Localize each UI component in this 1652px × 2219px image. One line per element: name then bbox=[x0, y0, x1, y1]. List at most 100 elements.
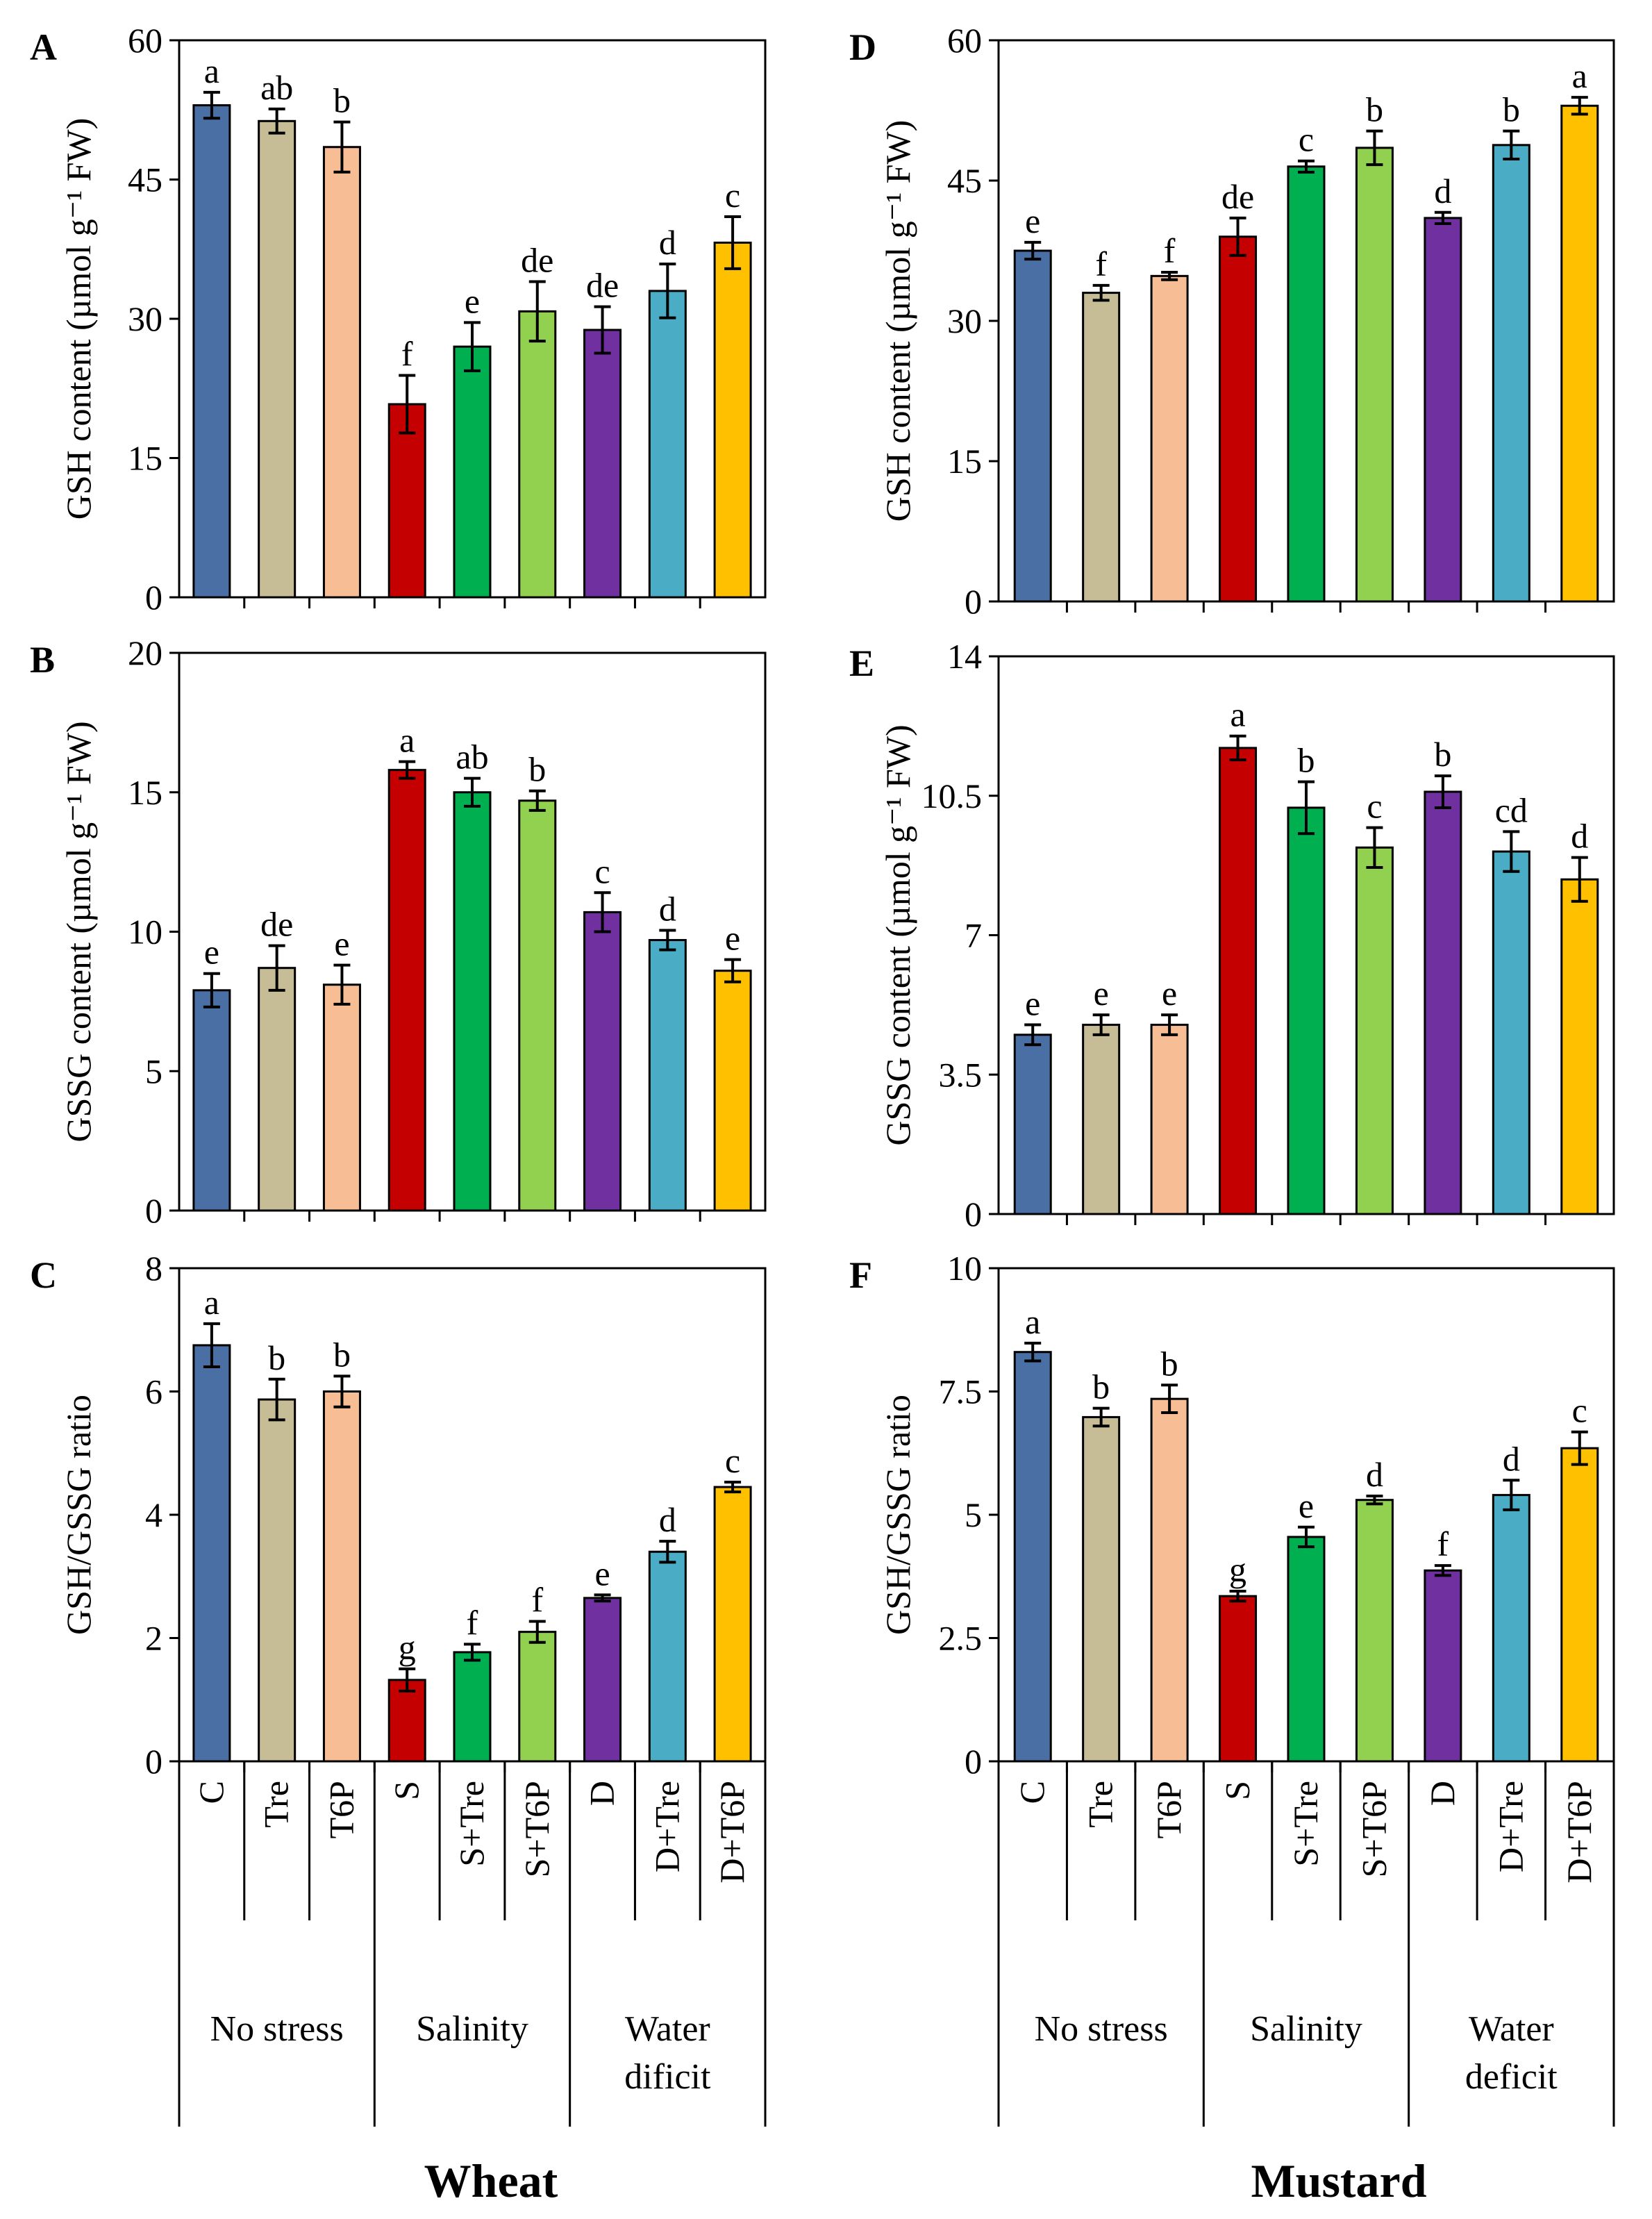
bar-s-t6p bbox=[1355, 846, 1394, 1215]
significance-letter: b bbox=[1161, 1344, 1178, 1383]
chart-panel-f: 0 2.5 5 7.5 10 a b b g e d f d c GSH/GSSG ratio F bbox=[849, 1249, 1615, 1781]
bar-s bbox=[1219, 1595, 1258, 1763]
significance-letter: e bbox=[334, 924, 349, 963]
bar-s bbox=[387, 403, 426, 599]
group-label: Water bbox=[625, 2009, 710, 2049]
bar-s bbox=[1219, 747, 1258, 1215]
y-tick-label: 10.5 bbox=[921, 776, 983, 815]
significance-letter: e bbox=[1299, 1486, 1314, 1525]
panel-letter: D bbox=[849, 26, 876, 68]
category-label: Tre bbox=[257, 1781, 296, 1828]
bar-s-t6p bbox=[1355, 1499, 1394, 1763]
y-tick-label: 7 bbox=[965, 916, 982, 955]
category-axis-wheat: C Tre T6P S S+Tre S+T6P D D+Tre D+T6P No stress Sa… bbox=[178, 1761, 767, 2127]
bar-t6p bbox=[1150, 1024, 1189, 1215]
category-label: D+Tre bbox=[647, 1781, 686, 1872]
bar-s-tre bbox=[1287, 1536, 1326, 1763]
significance-letter: b bbox=[1366, 90, 1383, 129]
y-tick-label: 0 bbox=[145, 1742, 162, 1781]
category-label: T6P bbox=[1149, 1781, 1188, 1838]
bar-d-tre bbox=[1492, 1494, 1530, 1763]
significance-letter: c bbox=[1572, 1391, 1587, 1430]
group-label: Salinity bbox=[416, 2009, 528, 2049]
significance-letter: de bbox=[586, 266, 619, 305]
significance-letter: b bbox=[1434, 735, 1451, 774]
bar-d-t6p bbox=[1560, 878, 1599, 1215]
category-label: D+Tre bbox=[1491, 1781, 1530, 1872]
bar-c bbox=[1013, 1351, 1052, 1763]
category-label: S bbox=[1218, 1781, 1257, 1800]
bar-t6p bbox=[1150, 274, 1189, 603]
bar-t6p bbox=[322, 1390, 361, 1763]
bar-d-tre bbox=[1492, 144, 1530, 603]
significance-letter: b bbox=[268, 1338, 285, 1377]
y-tick-label: 5 bbox=[965, 1495, 982, 1534]
bar-s bbox=[1219, 235, 1258, 603]
bar-t6p bbox=[322, 983, 361, 1212]
significance-letter: c bbox=[594, 851, 610, 890]
y-tick-label: 0 bbox=[965, 1195, 982, 1233]
category-label: D bbox=[583, 1781, 621, 1806]
panel-letter: B bbox=[30, 639, 55, 681]
category-label: D+T6P bbox=[1560, 1781, 1599, 1884]
significance-letter: de bbox=[260, 905, 293, 944]
significance-letter: a bbox=[204, 51, 219, 90]
bar-d bbox=[1424, 1569, 1462, 1763]
bar-s-tre bbox=[453, 1651, 492, 1763]
category-label: D bbox=[1423, 1781, 1462, 1806]
panel-letter: A bbox=[30, 26, 57, 68]
category-label: C bbox=[1012, 1781, 1051, 1804]
category-label: T6P bbox=[322, 1781, 360, 1838]
y-tick-label: 10 bbox=[947, 1249, 982, 1288]
significance-letter: e bbox=[204, 933, 219, 972]
species-label-mustard: Mustard bbox=[1251, 2154, 1426, 2207]
bar-s-t6p bbox=[518, 310, 557, 599]
y-axis-label: GSH content (µmol g⁻¹ FW) bbox=[59, 118, 98, 520]
significance-letter: ab bbox=[260, 68, 293, 107]
bar-d bbox=[583, 1597, 622, 1763]
significance-letter: d bbox=[1366, 1455, 1383, 1494]
bar-d-t6p bbox=[713, 1486, 752, 1763]
bar-d-tre bbox=[648, 290, 687, 599]
significance-letter: f bbox=[531, 1581, 543, 1620]
y-tick-label: 45 bbox=[128, 160, 162, 199]
significance-letter: f bbox=[1164, 231, 1176, 270]
bar-s-tre bbox=[453, 345, 492, 599]
category-axes: C Tre T6P S S+Tre S+T6P D D+Tre D+T6P No stress Sa… bbox=[178, 1761, 1615, 2127]
significance-letter: a bbox=[1572, 56, 1587, 95]
bar-t6p bbox=[1150, 1397, 1189, 1763]
y-tick-label: 5 bbox=[145, 1052, 162, 1090]
bar-d-tre bbox=[648, 939, 687, 1212]
significance-letter: a bbox=[1230, 695, 1245, 734]
significance-letter: d bbox=[659, 889, 676, 928]
significance-letter: cd bbox=[1495, 790, 1528, 829]
y-tick-label: 0 bbox=[965, 1742, 982, 1781]
significance-letter: g bbox=[1229, 1550, 1246, 1589]
bar-s-t6p bbox=[518, 1631, 557, 1763]
category-axis-mustard: C Tre T6P S S+Tre S+T6P D D+Tre D+T6P No stress Sa… bbox=[997, 1761, 1615, 2127]
bar-tre bbox=[1082, 1415, 1121, 1763]
bar-tre bbox=[258, 1398, 297, 1763]
significance-letter: a bbox=[399, 721, 415, 760]
significance-letter: c bbox=[725, 1441, 740, 1480]
y-tick-label: 15 bbox=[128, 439, 162, 478]
bar-d-tre bbox=[648, 1550, 687, 1763]
y-tick-label: 3.5 bbox=[939, 1055, 983, 1094]
bar-d-t6p bbox=[713, 970, 752, 1212]
significance-letter: c bbox=[1299, 120, 1314, 159]
group-label: Water bbox=[1469, 2009, 1554, 2049]
bar-s-tre bbox=[453, 791, 492, 1212]
y-tick-label: 7.5 bbox=[939, 1372, 983, 1411]
y-tick-label: 60 bbox=[947, 21, 982, 60]
panel-letter: F bbox=[849, 1254, 872, 1296]
significance-letter: b bbox=[1298, 741, 1315, 780]
y-tick-label: 15 bbox=[128, 773, 162, 812]
bar-d-t6p bbox=[1560, 1447, 1599, 1763]
significance-letter: e bbox=[1094, 974, 1109, 1013]
group-label: deficit bbox=[1465, 2057, 1558, 2097]
bar-d bbox=[1424, 217, 1462, 603]
bar-s-t6p bbox=[1355, 147, 1394, 603]
